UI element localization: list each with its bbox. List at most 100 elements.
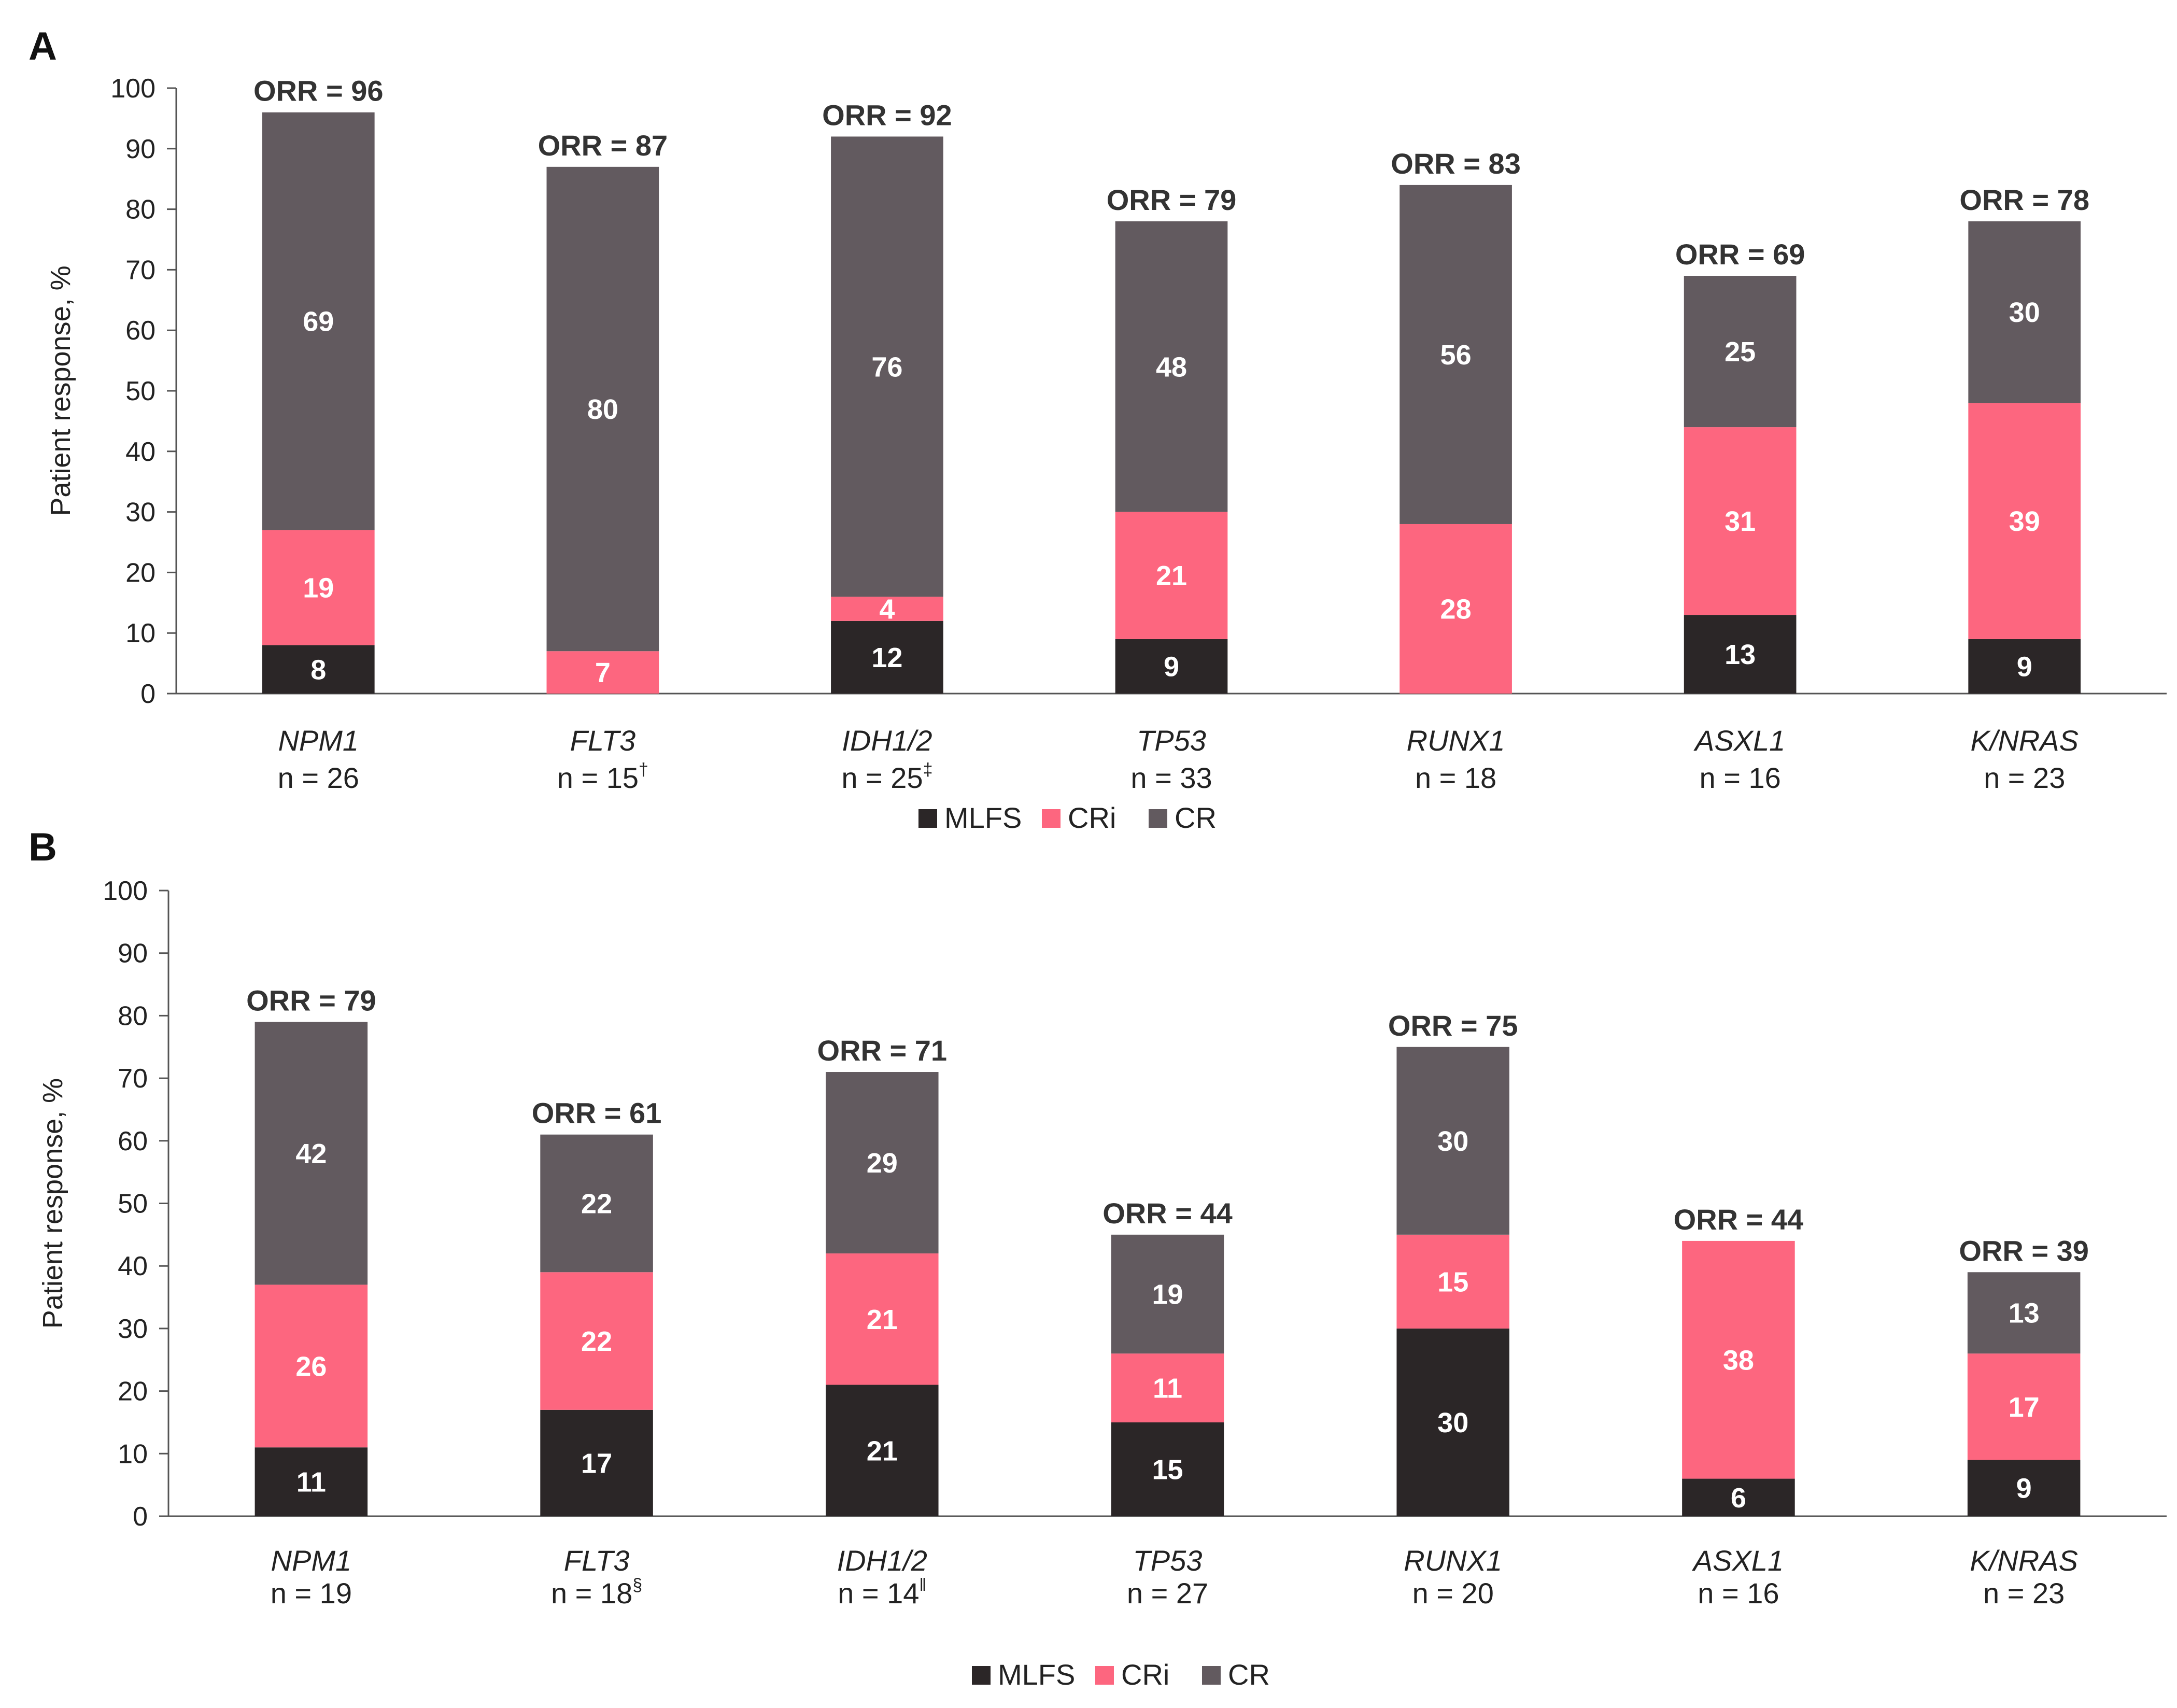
panel-a-legend-swatch-mlfs: [918, 809, 937, 828]
panel-a-bar-cr: [1400, 185, 1512, 524]
panel-b-y-axis-label: Patient response, %: [37, 1078, 68, 1329]
panel-a-orr-label: ORR = 79: [1107, 183, 1237, 216]
panel-a-bar-value-cri: 21: [1156, 560, 1187, 591]
panel-b-y-tick-label: 100: [103, 876, 148, 906]
panel-b-bar-cr: [255, 1022, 368, 1285]
panel-b-legend-label-cr: CR: [1228, 1658, 1270, 1691]
panel-b-bar-mlfs: [540, 1409, 653, 1516]
panel-a-bar-cri: [546, 651, 659, 694]
panel-a-bar-cri: [831, 597, 943, 621]
panel-b-bar-value-cri: 38: [1723, 1345, 1754, 1376]
panel-b-category-label: FLT3: [564, 1544, 630, 1577]
panel-a-bar-cr: [1968, 221, 2081, 403]
panel-a-n-label: n = 25‡: [841, 760, 932, 794]
panel-a-bar-value-cri: 31: [1724, 506, 1756, 537]
panel-a-y-tick-label: 10: [125, 618, 156, 648]
panel-a-category-label: RUNX1: [1407, 724, 1505, 757]
panel-a-bar-cr: [262, 112, 375, 530]
panel-b-orr-label: ORR = 75: [1388, 1009, 1518, 1042]
panel-b-bar-value-cri: 17: [2009, 1392, 2040, 1423]
panel-a-category-label: NPM1: [278, 724, 359, 757]
panel-b-bar-cri: [540, 1272, 653, 1410]
panel-a-orr-label: ORR = 69: [1675, 238, 1805, 271]
panel-a-bar-cri: [262, 530, 375, 645]
panel-a-bar-cr: [1684, 276, 1797, 428]
panel-b-legend-swatch-cri: [1095, 1666, 1114, 1685]
panel-a-category-label: ASXL1: [1693, 724, 1785, 757]
panel-b-n-label: n = 19: [271, 1577, 352, 1610]
panel-a-orr-label: ORR = 83: [1391, 147, 1521, 180]
panel-b-n-label: n = 27: [1127, 1577, 1208, 1610]
panel-a-bar-value-mlfs: 13: [1724, 639, 1756, 670]
panel-a-letter: A: [29, 24, 57, 68]
panel-a-bar-value-cr: 48: [1156, 351, 1187, 383]
panel-a-category-label: K/NRAS: [1970, 724, 2079, 757]
panel-b-bar-value-cri: 22: [581, 1326, 612, 1357]
panel-a-bar-value-mlfs: 12: [871, 642, 902, 673]
panel-a-y-tick-label: 80: [125, 195, 156, 225]
panel-a-bar-value-cr: 80: [587, 394, 618, 425]
panel-b-y-tick-label: 0: [133, 1502, 148, 1532]
panel-a-bar-mlfs: [262, 645, 375, 694]
panel-a-bar-value-cri: 7: [595, 657, 611, 688]
panel-b-orr-label: ORR = 79: [246, 984, 376, 1017]
panel-b-legend-label-cri: CRi: [1121, 1658, 1169, 1691]
panel-a-bar-value-cr: 76: [871, 351, 902, 383]
panel-b-y-tick-label: 80: [118, 1001, 148, 1031]
panel-a-bar-cr: [831, 136, 943, 597]
panel-a-orr-label: ORR = 87: [538, 129, 668, 162]
panel-b-n-label: n = 18§: [551, 1575, 642, 1610]
panel-a-bar-mlfs: [831, 620, 943, 694]
panel-a-bar-mlfs: [1968, 639, 2081, 694]
panel-a-legend-swatch-cr: [1149, 809, 1167, 828]
panel-b-bar-mlfs: [1682, 1478, 1795, 1516]
panel-b-category-label: RUNX1: [1404, 1544, 1502, 1577]
panel-b-bar-value-cr: 42: [295, 1138, 327, 1169]
panel-b-y-tick-label: 30: [118, 1314, 148, 1344]
panel-b-bar-mlfs: [1967, 1460, 2081, 1516]
panel-b-category-label: TP53: [1133, 1544, 1203, 1577]
panel-b-bar-value-cr: 30: [1437, 1126, 1468, 1157]
panel-a-bar-value-cri: 4: [879, 594, 895, 625]
panel-b-bar-mlfs: [255, 1447, 368, 1516]
panel-b-bar-cri: [255, 1284, 368, 1448]
panel-a-bar-value-cr: 25: [1724, 336, 1756, 368]
panel-b-n-label: n = 14‖: [838, 1575, 926, 1610]
panel-b-bar-cr: [826, 1072, 939, 1254]
panel-b-bar-value-cr: 19: [1152, 1279, 1183, 1310]
panel-b-y-tick-label: 90: [118, 939, 148, 969]
panel-a-category-label: IDH1/2: [842, 724, 932, 757]
panel-a-legend-label-cr: CR: [1175, 801, 1217, 834]
panel-a-category-label: FLT3: [570, 724, 636, 757]
panel-a-bar-cri: [1400, 524, 1512, 694]
panel-b-legend-swatch-mlfs: [972, 1666, 991, 1685]
panel-b-bar-mlfs: [1396, 1328, 1509, 1516]
panel-a-orr-label: ORR = 92: [822, 98, 952, 131]
panel-a-bar-value-cri: 19: [303, 573, 334, 604]
panel-b-orr-label: ORR = 44: [1102, 1197, 1233, 1230]
panel-a-n-label: n = 26: [278, 761, 359, 794]
panel-b-y-tick-label: 10: [118, 1439, 148, 1469]
panel-b-bar-cr: [540, 1134, 653, 1273]
panel-a-y-axis-label: Patient response, %: [45, 265, 76, 516]
panel-a-n-label: n = 15†: [557, 760, 648, 794]
panel-a-y-tick-label: 20: [125, 558, 156, 588]
panel-b-bar-cri: [1111, 1353, 1224, 1422]
panel-b-bar-mlfs: [826, 1385, 939, 1516]
panel-b-bar-cr: [1396, 1047, 1509, 1235]
panel-a-n-label: n = 33: [1130, 761, 1212, 794]
panel-a-bar-cr: [546, 166, 659, 652]
panel-a-y-tick-label: 30: [125, 498, 156, 528]
panel-b-category-label: ASXL1: [1692, 1544, 1784, 1577]
panel-a-bar-mlfs: [1684, 615, 1797, 694]
panel-a-legend-swatch-cri: [1042, 809, 1061, 828]
panel-b-n-label: n = 20: [1412, 1577, 1494, 1610]
panel-a-bar-value-mlfs: 9: [1164, 651, 1179, 682]
panel-b-y-tick-label: 50: [118, 1189, 148, 1219]
panel-a-y-tick-label: 70: [125, 255, 156, 285]
panel-b-bar-value-cri: 21: [867, 1304, 898, 1335]
panel-b-legend-label-mlfs: MLFS: [998, 1658, 1075, 1691]
panel-b-category-label: NPM1: [271, 1544, 352, 1577]
panel-b-n-label: n = 16: [1698, 1577, 1779, 1610]
